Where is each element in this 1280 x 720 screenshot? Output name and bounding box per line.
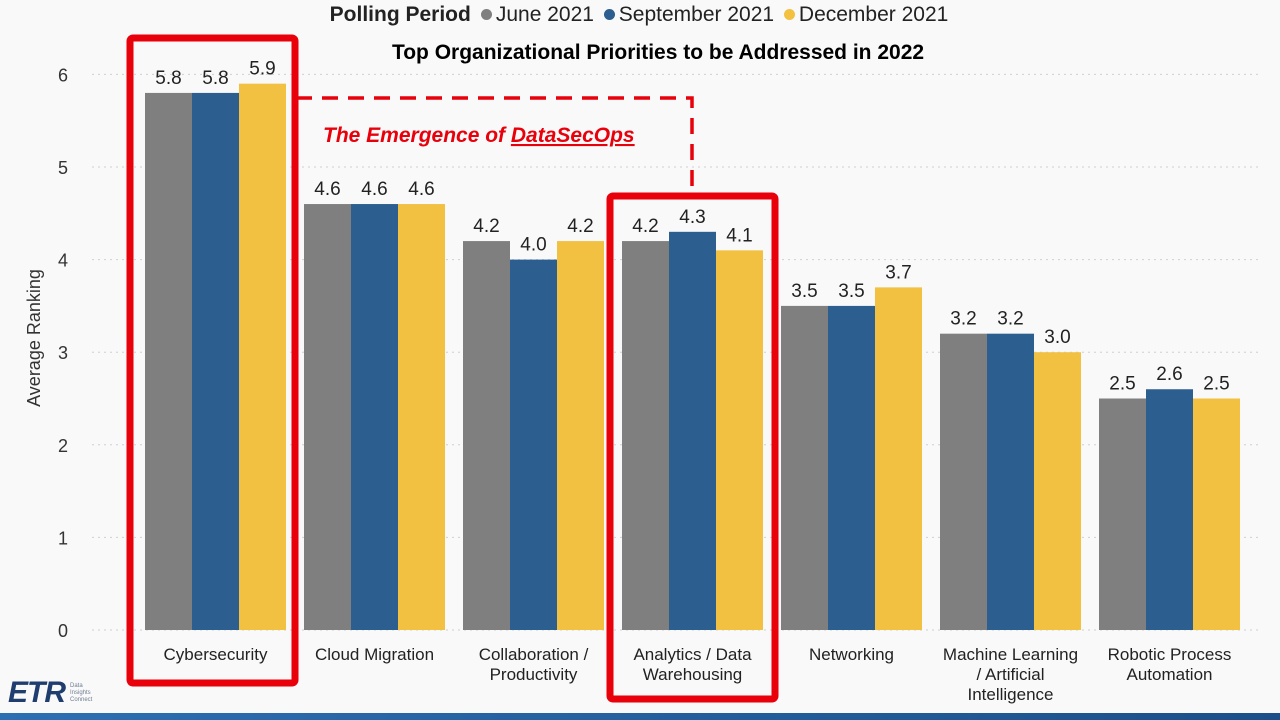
x-tick-label: Warehousing <box>643 665 743 684</box>
bar <box>875 287 922 630</box>
dashed-connector <box>296 96 694 193</box>
logo-sub-line: Insights <box>70 689 91 696</box>
x-tick-label: Machine Learning <box>943 645 1078 664</box>
bar <box>557 241 604 630</box>
legend-label-september: September 2021 <box>618 3 775 26</box>
data-label: 4.2 <box>632 216 658 237</box>
bar <box>781 305 828 630</box>
data-label: 3.5 <box>838 281 864 302</box>
y-tick-label: 4 <box>58 251 68 271</box>
data-label: 4.2 <box>473 216 499 237</box>
y-tick-label: 0 <box>58 621 68 641</box>
legend-item-december: December 2021 <box>783 3 949 26</box>
x-tick-label: Robotic Process <box>1108 645 1232 664</box>
x-tick-label: / Artificial <box>976 665 1044 684</box>
annotation-link: DataSecOps <box>511 124 635 147</box>
bar <box>304 204 351 631</box>
data-label: 4.3 <box>679 207 705 228</box>
x-tick-label: Analytics / Data <box>633 645 752 664</box>
bar <box>987 333 1034 630</box>
x-tick-label: Cloud Migration <box>315 645 434 664</box>
data-label: 3.5 <box>791 281 817 302</box>
data-label: 3.2 <box>950 309 976 330</box>
data-label: 4.6 <box>361 179 387 200</box>
y-tick-label: 2 <box>58 436 68 456</box>
bar <box>940 333 987 630</box>
data-label: 3.2 <box>997 309 1023 330</box>
data-label: 4.0 <box>520 235 546 256</box>
highlight-box-analytics <box>606 192 779 703</box>
x-tick-label: Networking <box>809 645 894 664</box>
footer-bar <box>0 713 1280 720</box>
bar <box>669 231 716 630</box>
legend: Polling Period June 2021 September 2021 D… <box>0 3 1280 27</box>
logo-sub-line: Data <box>70 682 83 689</box>
bar <box>828 305 875 630</box>
data-label: 3.0 <box>1044 327 1070 348</box>
x-tick-label: Automation <box>1127 665 1213 684</box>
data-label: 4.6 <box>408 179 434 200</box>
legend-label-december: December 2021 <box>798 3 949 26</box>
annotation-prefix: The Emergence of <box>323 124 511 147</box>
bar <box>351 204 398 631</box>
bar <box>145 92 192 631</box>
data-label: 4.2 <box>567 216 593 237</box>
bar <box>1034 352 1081 630</box>
bar <box>463 241 510 630</box>
bar <box>1146 389 1193 630</box>
bar <box>239 83 286 630</box>
data-label: 2.5 <box>1203 374 1229 395</box>
data-label: 4.1 <box>726 225 752 246</box>
bar <box>398 204 445 631</box>
data-label: 2.6 <box>1156 364 1182 385</box>
logo-mark: ETR <box>8 676 66 709</box>
y-tick-label: 1 <box>58 528 68 548</box>
data-label: 2.5 <box>1109 374 1135 395</box>
data-label: 5.9 <box>249 59 275 80</box>
legend-dot-june <box>480 9 492 20</box>
data-label: 3.7 <box>885 262 911 283</box>
bar <box>510 259 557 630</box>
bar <box>622 241 669 630</box>
bar <box>192 92 239 631</box>
legend-item-june: June 2021 <box>480 3 594 26</box>
etr-logo: ETR Data Insights Connect <box>8 676 110 710</box>
y-tick-label: 3 <box>58 343 68 363</box>
bar <box>1099 398 1146 630</box>
x-tick-label: Productivity <box>490 665 578 684</box>
logo-subtitle: Data Insights Connect <box>70 683 110 704</box>
legend-dot-december <box>783 9 795 20</box>
legend-title: Polling Period <box>329 3 471 26</box>
y-tick-label: 5 <box>58 158 68 178</box>
y-axis-label: Average Ranking <box>24 269 44 407</box>
chart-title: Top Organizational Priorities to be Addr… <box>391 41 925 64</box>
logo-sub-line: Connect <box>70 696 93 703</box>
data-label: 5.8 <box>155 68 181 89</box>
legend-dot-september <box>603 9 615 20</box>
legend-item-september: September 2021 <box>603 3 775 26</box>
x-tick-label: Cybersecurity <box>164 645 268 664</box>
data-label: 5.8 <box>202 68 228 89</box>
bar <box>716 250 763 630</box>
legend-label-june: June 2021 <box>495 3 594 26</box>
annotation-emergence: The Emergence of DataSecOps <box>323 124 635 147</box>
highlight-box-cybersecurity <box>126 34 299 687</box>
y-tick-label: 6 <box>58 65 68 85</box>
data-label: 4.6 <box>314 179 340 200</box>
x-tick-label: Intelligence <box>967 685 1053 704</box>
bar <box>1193 398 1240 630</box>
x-tick-label: Collaboration / <box>479 645 589 664</box>
